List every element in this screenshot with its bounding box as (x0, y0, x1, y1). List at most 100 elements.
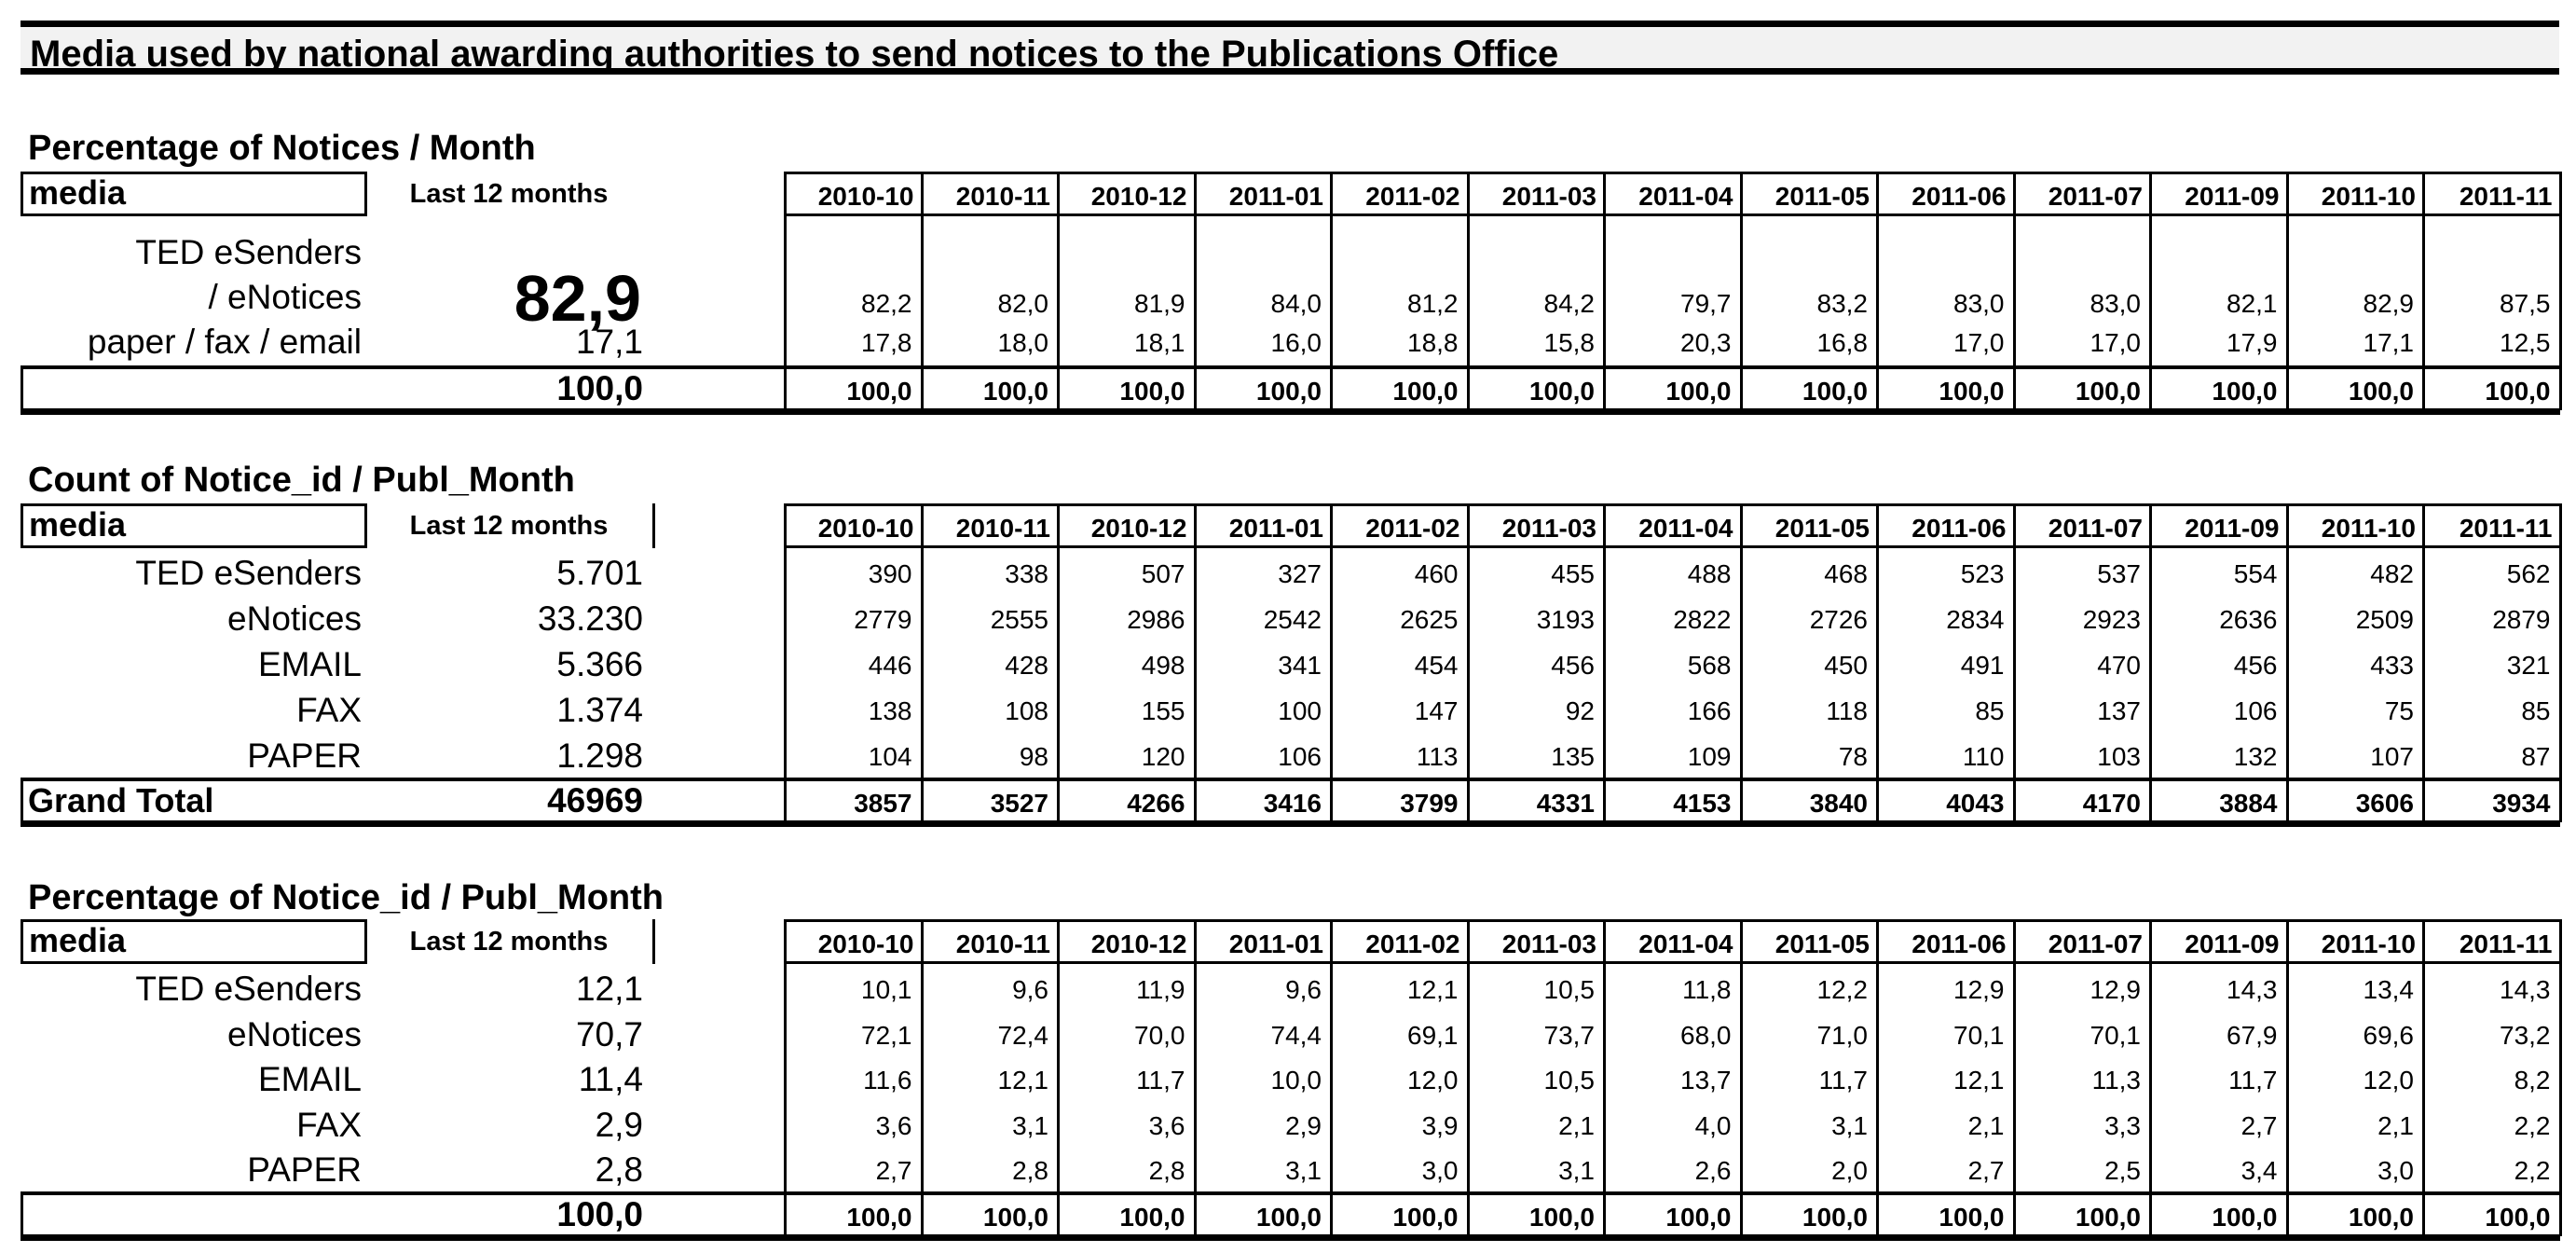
table3-cell: 3,3 (2104, 1111, 2141, 1140)
table3-col-divider (2558, 919, 2562, 1236)
table2-last12-divider (652, 503, 655, 548)
table2-cell: 104 (868, 742, 912, 771)
table2-total-cell: 4170 (2082, 789, 2141, 818)
table1-cell: 15,8 (1543, 328, 1596, 357)
table1-total-cell: 100,0 (1528, 377, 1595, 406)
table2-cell: 106 (1278, 742, 1322, 771)
table2-col-divider (920, 503, 924, 822)
table2-cell: 3193 (1536, 605, 1595, 634)
table1-cell: 81,9 (1134, 289, 1185, 318)
table3-total-left (21, 1191, 23, 1238)
table3-month-header: 2011-09 (2185, 929, 2280, 958)
table3-cell: 70,1 (2090, 1021, 2142, 1050)
table3-cell: 69,6 (2363, 1021, 2415, 1050)
table3-last12-header: Last 12 months (409, 927, 609, 957)
table1-cell: 12,5 (2500, 328, 2551, 357)
table2-col-divider (1466, 503, 1470, 822)
table3-total-cell: 100,0 (1392, 1203, 1459, 1232)
table1-row-label: / eNotices (208, 278, 362, 316)
table3-month-header: 2010-12 (1090, 929, 1187, 958)
table2-total-value: 46969 (547, 781, 643, 819)
table1-col-divider (2422, 172, 2425, 410)
table2-cell: 137 (2097, 696, 2141, 725)
table3-cell: 12,2 (1816, 975, 1869, 1004)
table2-col-divider (1193, 503, 1197, 822)
table1-row-label: paper / fax / email (87, 323, 362, 361)
table3-head-top (785, 919, 2560, 922)
table3-cell: 10,5 (1543, 1066, 1596, 1095)
table1-total-cell: 100,0 (2212, 377, 2278, 406)
table2-cell: 138 (868, 696, 912, 725)
table3-row-label: EMAIL (257, 1060, 362, 1098)
table1-total-cell: 100,0 (1119, 377, 1185, 406)
table2-cell: 2986 (1127, 605, 1185, 634)
table3-col-divider (1876, 919, 1879, 1236)
table2-cell: 135 (1551, 742, 1595, 771)
table1-total-value: 100,0 (556, 369, 643, 407)
table3-cell: 72,4 (997, 1021, 1049, 1050)
table2-cell: 2555 (990, 605, 1048, 634)
table2-cell: 147 (1414, 696, 1459, 725)
table2-total-left (21, 778, 23, 824)
table2-cell: 482 (2370, 559, 2414, 588)
table3-cell: 72,1 (861, 1021, 912, 1050)
table2-month-header: 2010-11 (955, 514, 1050, 543)
table3-cell: 73,7 (1543, 1021, 1596, 1050)
table3-media-header: media (21, 919, 367, 964)
table2-cell: 450 (1824, 651, 1868, 680)
table3-last12-divider (652, 919, 655, 964)
table1-cell: 16,0 (1270, 328, 1322, 357)
table3-month-header: 2010-11 (955, 929, 1050, 958)
table2-total-cell: 4266 (1127, 789, 1185, 818)
table2-cell: 87 (2521, 742, 2551, 771)
table2-last12-header: Last 12 months (409, 511, 609, 541)
table3-total-cell: 100,0 (2348, 1203, 2414, 1232)
table2-cell: 2923 (2082, 605, 2141, 634)
table3-col-divider (1057, 919, 1060, 1236)
table3-cell: 12,0 (1407, 1066, 1459, 1095)
table3-total-cell: 100,0 (846, 1203, 912, 1232)
table3-col-divider (1739, 919, 1743, 1236)
table2-col-divider (1057, 503, 1060, 822)
table2-total-cell: 3416 (1263, 789, 1322, 818)
table3-col-divider (1603, 919, 1606, 1236)
table2-cell: 100 (1278, 696, 1322, 725)
table2-cell: 108 (1005, 696, 1048, 725)
table2-col-divider (2558, 503, 2562, 822)
table2-cell: 132 (2233, 742, 2278, 771)
table3-cell: 3,4 (2240, 1156, 2278, 1185)
table3-cell: 2,2 (2514, 1156, 2551, 1185)
table2-total-bottom (21, 820, 2560, 827)
table3-cell: 4,0 (1694, 1111, 1732, 1140)
table1-row-total: 17,1 (575, 323, 643, 361)
table3-month-header: 2011-05 (1774, 929, 1870, 958)
table1-cell: 17,0 (2090, 328, 2142, 357)
table1-cell: 83,0 (1953, 289, 2005, 318)
table2-row-label: eNotices (227, 599, 362, 638)
table2-cell: 75 (2384, 696, 2414, 725)
table3-cell: 12,9 (2090, 975, 2142, 1004)
table3-cell: 8,2 (2514, 1066, 2551, 1095)
table2-col-divider (2149, 503, 2152, 822)
table2-cell: 454 (1414, 651, 1459, 680)
table2-row-total: 1.374 (556, 691, 643, 729)
table1-cell: 17,0 (1953, 328, 2005, 357)
table1-col-divider (1739, 172, 1743, 410)
table1-col-divider (2558, 172, 2562, 410)
table2-month-header: 2010-12 (1090, 514, 1187, 543)
table3-total-top (21, 1191, 2560, 1195)
table1-head-bottom (785, 213, 2560, 216)
table2-cell: 507 (1141, 559, 1185, 588)
table3-total-cell: 100,0 (1255, 1203, 1322, 1232)
table2-cell: 428 (1005, 651, 1048, 680)
table2-cell: 562 (2506, 559, 2551, 588)
table2-cell: 2726 (1809, 605, 1868, 634)
table1-cell: 82,9 (2363, 289, 2415, 318)
table2-total-cell: 3884 (2219, 789, 2278, 818)
table3-cell: 70,0 (1134, 1021, 1185, 1050)
table3-cell: 2,1 (1967, 1111, 2005, 1140)
table2-cell: 109 (1687, 742, 1732, 771)
table1-month-header: 2011-09 (2185, 182, 2280, 211)
table2-total-cell: 3840 (1809, 789, 1868, 818)
table1-total-cell: 100,0 (982, 377, 1048, 406)
